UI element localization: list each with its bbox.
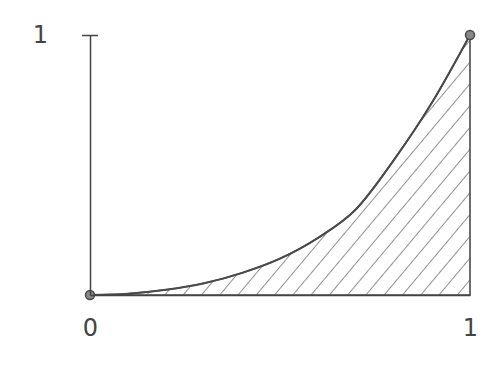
x-axis: 01	[83, 295, 478, 342]
y-axis-line	[90, 36, 92, 296]
x-tick-label: 1	[463, 314, 478, 342]
x-tick: 0	[83, 295, 98, 342]
x-tick: 1	[463, 295, 478, 342]
x-axis-line	[91, 295, 471, 297]
point	[466, 31, 475, 40]
y-axis: 1	[33, 21, 98, 295]
y-tick: 1	[33, 21, 98, 49]
area	[90, 35, 470, 295]
y-tick-mark	[82, 35, 98, 37]
marks	[86, 31, 475, 300]
chart: 011	[0, 0, 501, 365]
y-tick-label: 1	[33, 21, 48, 49]
curve	[90, 35, 470, 295]
plot: 011	[33, 21, 478, 342]
x-tick-label: 0	[83, 314, 98, 342]
